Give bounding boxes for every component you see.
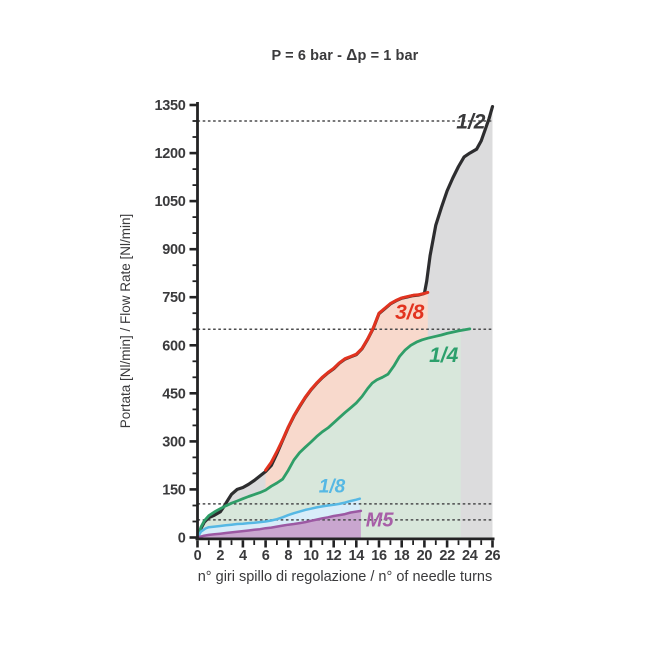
y-tick-label: 300	[162, 434, 186, 450]
title-text-after-delta: p = 1 bar	[357, 48, 419, 64]
y-tick-label: 1350	[154, 98, 185, 114]
x-tick-label: 12	[326, 548, 342, 564]
series-label-quarter: 1/4	[429, 344, 459, 367]
x-tick-label: 0	[194, 548, 202, 564]
title-delta-symbol: Δ	[346, 47, 358, 64]
series-label-eighth: 1/8	[319, 477, 346, 498]
x-tick-label: 24	[462, 548, 478, 564]
y-tick-label: 450	[162, 386, 186, 402]
series-line-m5	[196, 509, 363, 539]
x-tick-label: 14	[349, 548, 365, 564]
series-label-m5: M5	[366, 510, 395, 532]
x-tick-label: 26	[485, 548, 501, 564]
x-tick-label: 4	[239, 548, 247, 564]
series-label-half: 1/2	[456, 110, 486, 133]
y-tick-label: 1050	[154, 194, 185, 210]
x-tick-label: 8	[284, 548, 292, 564]
x-tick-label: 10	[303, 548, 319, 564]
x-tick-label: 6	[262, 548, 270, 564]
series-line-eighth	[196, 497, 362, 539]
y-tick-label: 600	[162, 338, 186, 354]
x-axis-label: n° giri spillo di regolazione / n° of ne…	[198, 569, 493, 585]
y-tick-label: 750	[162, 290, 186, 306]
y-axis-label: Portata [Nl/min] / Flow Rate [Nl/min]	[118, 214, 133, 429]
title-text-before-delta: P = 6 bar -	[271, 48, 347, 64]
x-tick-label: 20	[417, 548, 433, 564]
x-tick-label: 2	[216, 548, 224, 564]
series-label-three-eighths: 3/8	[395, 301, 425, 324]
series-line-three-eighths	[264, 290, 430, 472]
chart-title: P = 6 bar - Δp = 1 bar	[197, 47, 493, 65]
x-tick-label: 22	[439, 548, 455, 564]
y-tick-label: 900	[162, 242, 186, 258]
x-tick-label: 16	[371, 548, 387, 564]
y-tick-label: 1200	[154, 146, 185, 162]
x-tick-label: 18	[394, 548, 410, 564]
y-tick-label: 0	[178, 531, 186, 547]
y-tick-label: 150	[162, 482, 186, 498]
series-line-quarter	[196, 327, 472, 539]
series-fill-m5	[197, 510, 361, 538]
series-fill-quarter	[197, 330, 461, 538]
